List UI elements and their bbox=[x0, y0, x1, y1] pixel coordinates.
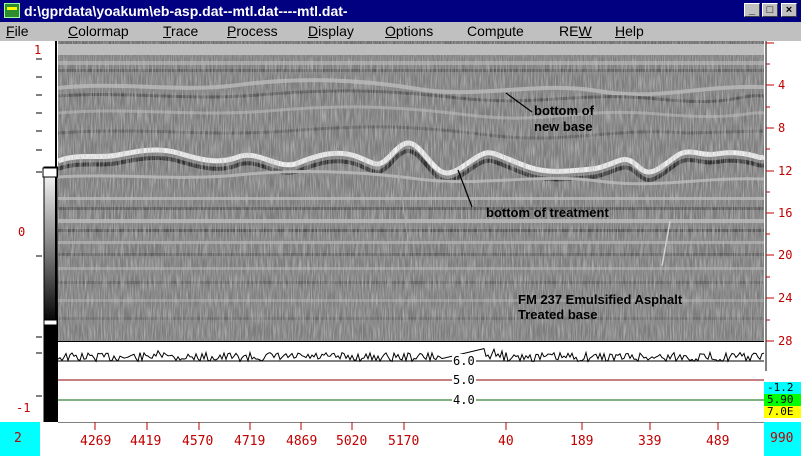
menu-file[interactable]: File bbox=[6, 23, 29, 39]
menu-display[interactable]: Display bbox=[308, 23, 354, 39]
x-tick-1: 4419 bbox=[130, 434, 162, 449]
app-icon[interactable] bbox=[4, 3, 20, 18]
x-tick-5: 5020 bbox=[336, 434, 368, 449]
depth-scale-panel: 4 8 12 16 20 24 28 bbox=[764, 41, 801, 422]
readout-value-3: 7.0E bbox=[764, 406, 801, 418]
menu-options[interactable]: Options bbox=[385, 23, 434, 39]
x-tick-0: 4269 bbox=[80, 434, 112, 449]
left-scale-bottom-label: -1 bbox=[16, 401, 31, 415]
trace-plot-graphic bbox=[57, 347, 765, 401]
readout-value-2: 5.90 bbox=[764, 394, 801, 406]
x-tick-3: 4719 bbox=[234, 434, 266, 449]
x-tick-10: 489 bbox=[706, 434, 730, 449]
menu-bar: File Colormap Trace Process Display Opti… bbox=[0, 22, 801, 41]
x-tick-7: 40 bbox=[498, 434, 514, 449]
x-tick-8: 189 bbox=[570, 434, 594, 449]
trace-plot[interactable]: 6.0 5.0 4.0 bbox=[57, 341, 765, 423]
depth-label-16: 16 bbox=[778, 206, 793, 220]
window-title: d:\gprdata\yoakum\eb-asp.dat--mtl.dat---… bbox=[24, 3, 348, 19]
menu-rew[interactable]: REW bbox=[559, 23, 592, 39]
x-axis-left-box[interactable]: 2 bbox=[0, 422, 40, 456]
readout-value-1: -1.2 bbox=[764, 382, 801, 394]
x-axis-bar: 2 4269 4419 4570 4719 4869 5020 5170 40 … bbox=[0, 422, 801, 456]
x-tick-6: 5170 bbox=[388, 434, 420, 449]
x-tick-9: 339 bbox=[638, 434, 662, 449]
ref-label-5: 5.0 bbox=[452, 373, 476, 387]
x-axis-right-box[interactable]: 990 bbox=[764, 422, 801, 456]
maximize-button[interactable]: □ bbox=[762, 3, 778, 17]
x-tick-4: 4869 bbox=[286, 434, 318, 449]
annotation-treatment: bottom of treatment bbox=[486, 205, 609, 220]
depth-label-24: 24 bbox=[778, 291, 793, 305]
x-axis-ticks bbox=[58, 422, 764, 430]
depth-label-8: 8 bbox=[778, 121, 786, 135]
color-scale[interactable] bbox=[0, 41, 59, 423]
radargram-image bbox=[58, 41, 764, 341]
colormap-upper-handle[interactable] bbox=[42, 167, 58, 178]
title-bar[interactable]: d:\gprdata\yoakum\eb-asp.dat--mtl.dat---… bbox=[0, 0, 801, 22]
trace-waveform bbox=[57, 347, 765, 363]
close-button[interactable]: × bbox=[781, 3, 797, 17]
menu-help[interactable]: Help bbox=[615, 23, 644, 39]
depth-label-4: 4 bbox=[778, 78, 786, 92]
work-area: 1 0 -1 bbox=[0, 41, 801, 423]
menu-process[interactable]: Process bbox=[227, 23, 278, 39]
annotation-new-base-line1: bottom of bbox=[534, 103, 594, 118]
radargram-view[interactable]: bottom of new base bottom of treatment F… bbox=[58, 41, 764, 341]
depth-label-28: 28 bbox=[778, 334, 793, 348]
annotation-section-line1: FM 237 Emulsified Asphalt bbox=[518, 292, 683, 307]
left-scale-top-label: 1 bbox=[34, 43, 42, 57]
menu-colormap[interactable]: Colormap bbox=[68, 23, 129, 39]
ref-label-6: 6.0 bbox=[452, 354, 476, 368]
depth-label-12: 12 bbox=[778, 164, 793, 178]
annotation-new-base-line2: new base bbox=[534, 119, 593, 134]
left-scale-panel: 1 0 -1 bbox=[0, 41, 59, 423]
annotation-section-line2: Treated base bbox=[518, 307, 598, 322]
colormap-lower-handle[interactable] bbox=[43, 319, 58, 326]
left-scale-mid-label: 0 bbox=[18, 225, 26, 239]
menu-compute[interactable]: Compute bbox=[467, 23, 524, 39]
ref-label-4: 4.0 bbox=[452, 393, 476, 407]
depth-label-20: 20 bbox=[778, 248, 793, 262]
x-tick-2: 4570 bbox=[182, 434, 214, 449]
menu-trace[interactable]: Trace bbox=[163, 23, 199, 39]
depth-scale-ticks bbox=[765, 41, 774, 371]
minimize-button[interactable]: _ bbox=[744, 3, 760, 17]
